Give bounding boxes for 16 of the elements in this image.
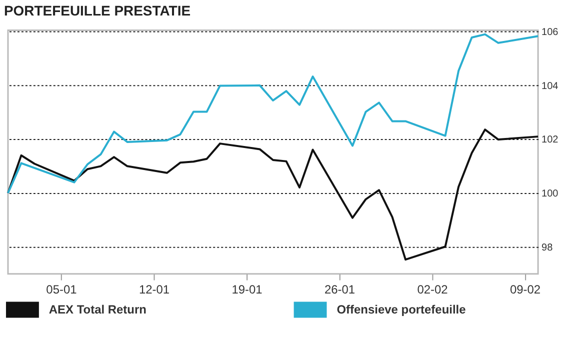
line-series bbox=[6, 33, 540, 194]
y-tick-label: 104 bbox=[542, 80, 559, 92]
y-tick-label: 106 bbox=[542, 27, 559, 38]
x-tick-label: 02-02 bbox=[417, 282, 448, 296]
legend-label: AEX Total Return bbox=[48, 302, 146, 317]
chart-title: PORTEFEUILLE PRESTATIE bbox=[4, 2, 191, 19]
x-tick-label: 12-01 bbox=[138, 282, 170, 296]
x-tick-label: 19-01 bbox=[232, 282, 263, 296]
y-tick-label: 102 bbox=[542, 134, 559, 146]
y-tick-label: 98 bbox=[542, 242, 554, 254]
y-tick-label: 100 bbox=[542, 188, 559, 200]
legend-label: Offensieve portefeuille bbox=[336, 302, 466, 317]
x-tick-label: 09-02 bbox=[510, 282, 541, 296]
x-tick-label: 26-01 bbox=[324, 282, 356, 296]
line-series bbox=[6, 128, 540, 261]
x-tick-label: 05-01 bbox=[46, 282, 78, 296]
